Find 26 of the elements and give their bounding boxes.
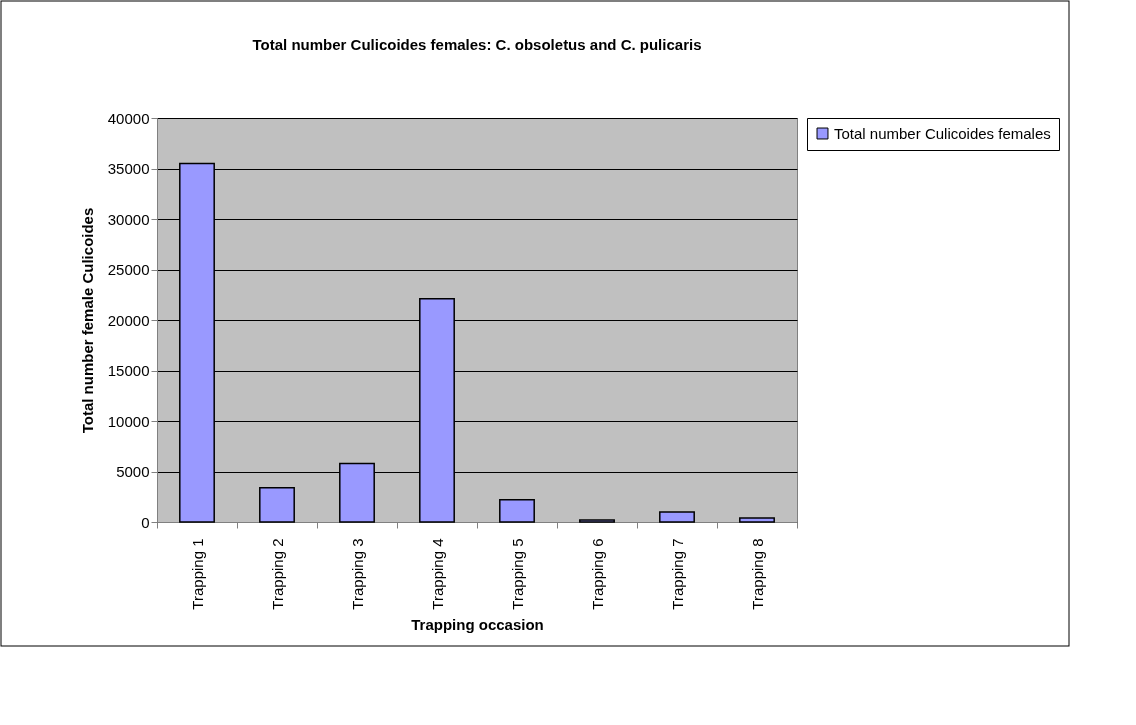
x-tick-label: Trapping 3 bbox=[348, 538, 366, 610]
y-tick-label: 15000 bbox=[107, 362, 150, 379]
bar bbox=[259, 486, 295, 523]
bar bbox=[659, 511, 695, 523]
y-tick-label: 30000 bbox=[107, 210, 150, 228]
x-axis-title: Trapping occasion bbox=[411, 615, 544, 633]
x-tick-label: Trapping 5 bbox=[508, 538, 526, 610]
y-tick-label: 5000 bbox=[116, 463, 150, 480]
y-tick-label: 10000 bbox=[107, 412, 150, 430]
x-tick-label: Trapping 4 bbox=[428, 538, 446, 610]
x-tick-label: Trapping 1 bbox=[188, 538, 206, 610]
x-tick-label: Trapping 2 bbox=[268, 538, 286, 610]
y-tick-label: 35000 bbox=[107, 160, 150, 177]
bar bbox=[739, 517, 775, 523]
y-tick-label: 20000 bbox=[107, 311, 150, 329]
y-tick-label: 40000 bbox=[107, 109, 150, 127]
y-tick-label: 0 bbox=[141, 513, 150, 531]
x-tick-label: Trapping 6 bbox=[588, 538, 606, 610]
bar bbox=[579, 519, 615, 523]
y-tick-label: 25000 bbox=[107, 261, 150, 278]
legend-label: Total number Culicoides females bbox=[834, 124, 1051, 142]
y-axis-title: Total number female Culicoides bbox=[78, 207, 96, 434]
x-tick-label: Trapping 7 bbox=[668, 538, 686, 610]
x-tick-label: Trapping 8 bbox=[748, 538, 766, 610]
chart-title: Total number Culicoides females: C. obsoletus and C. pulicaris bbox=[252, 36, 702, 53]
bar bbox=[499, 499, 535, 523]
